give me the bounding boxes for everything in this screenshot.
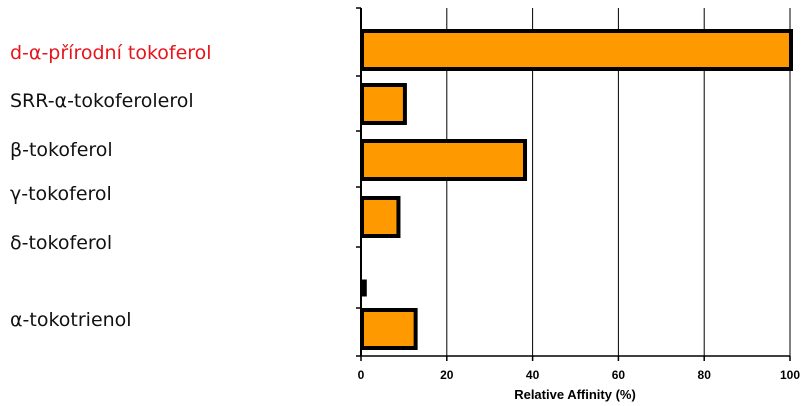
bar-5 <box>360 308 418 350</box>
category-label: d-α-přírodní tokoferol <box>10 42 212 64</box>
x-tick-label-100: 100 <box>780 368 800 382</box>
category-label: γ-tokoferol <box>10 183 112 205</box>
x-axis-title: Relative Affinity (%) <box>514 387 636 402</box>
category-label: β-tokoferol <box>10 139 113 161</box>
x-tick-label-20: 20 <box>440 368 454 382</box>
bar-4 <box>361 279 367 297</box>
bar-1 <box>360 83 407 125</box>
bar-0 <box>360 29 793 71</box>
x-tick-label-40: 40 <box>526 368 540 382</box>
x-tick-label-80: 80 <box>698 368 712 382</box>
category-label: δ-tokoferol <box>10 232 113 254</box>
category-label: SRR-α-tokoferolerol <box>10 90 194 112</box>
x-tick-label-60: 60 <box>612 368 626 382</box>
x-tick-label-0: 0 <box>358 368 365 382</box>
bar-layer <box>360 29 793 350</box>
bar-3 <box>360 196 401 238</box>
axis-layer: 0 20 40 60 80 100 <box>356 7 800 382</box>
bar-2 <box>360 139 528 181</box>
category-label: α-tokotrienol <box>10 309 132 331</box>
